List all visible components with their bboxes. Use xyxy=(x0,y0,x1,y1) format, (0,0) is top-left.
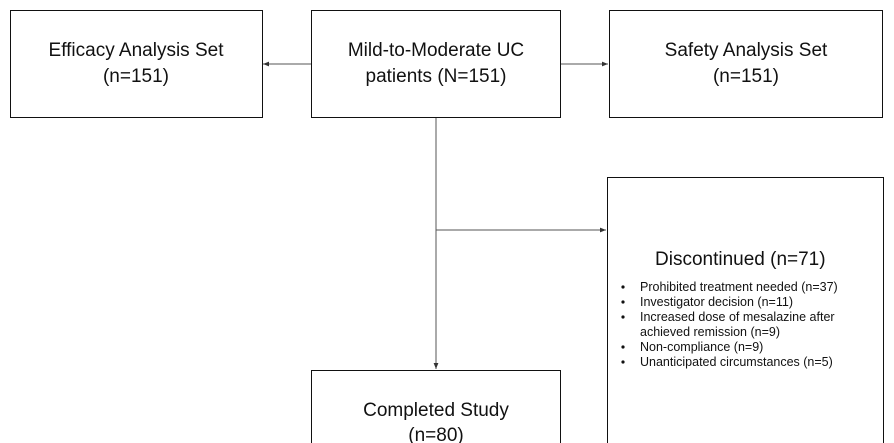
bullet xyxy=(621,300,625,304)
population-box xyxy=(311,10,561,118)
node-text: Completed Study xyxy=(363,400,509,421)
reason-list: Prohibited treatment needed (n=37)Invest… xyxy=(621,280,838,369)
node-text: patients (N=151) xyxy=(366,66,507,87)
node-text: (n=80) xyxy=(408,425,463,443)
node-text: Mild-to-Moderate UC xyxy=(348,40,524,61)
safety-box xyxy=(609,10,883,118)
reason: Non-compliance (n=9) xyxy=(640,340,763,354)
reason: Prohibited treatment needed (n=37) xyxy=(640,280,838,294)
bullet xyxy=(621,360,625,364)
reason: Investigator decision (n=11) xyxy=(640,295,793,309)
discontinued-title: Discontinued (n=71) xyxy=(655,249,826,270)
reason: Increased dose of mesalazine after achiev… xyxy=(640,310,835,339)
node-text: Safety Analysis Set xyxy=(665,40,828,61)
completed-box xyxy=(311,370,561,443)
node-text: (n=151) xyxy=(713,66,779,87)
bullet xyxy=(621,345,625,349)
bullet xyxy=(621,285,625,289)
efficacy-box xyxy=(10,10,263,118)
bullet xyxy=(621,315,625,319)
reason: Unanticipated circumstances (n=5) xyxy=(640,355,833,369)
node-text: (n=151) xyxy=(103,66,169,87)
node-text: Efficacy Analysis Set xyxy=(49,40,225,61)
discontinued-box xyxy=(607,177,884,443)
